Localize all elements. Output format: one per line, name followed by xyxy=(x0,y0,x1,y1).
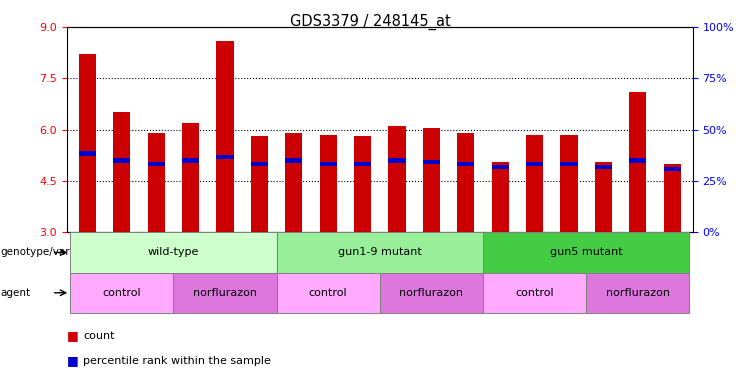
Text: norflurazon: norflurazon xyxy=(193,288,257,298)
Text: norflurazon: norflurazon xyxy=(606,288,670,298)
Text: ■: ■ xyxy=(67,329,79,343)
Bar xyxy=(216,155,233,159)
Bar xyxy=(147,133,165,232)
Bar xyxy=(319,135,336,232)
Text: count: count xyxy=(83,331,115,341)
Bar xyxy=(285,158,302,163)
Text: percentile rank within the sample: percentile rank within the sample xyxy=(83,356,271,366)
Bar xyxy=(319,162,336,166)
Bar xyxy=(182,123,199,232)
Bar xyxy=(423,128,440,232)
Bar xyxy=(595,165,612,169)
Text: wild-type: wild-type xyxy=(147,247,199,258)
Bar xyxy=(423,160,440,164)
Bar xyxy=(354,136,371,232)
Bar xyxy=(560,162,577,166)
Bar xyxy=(79,54,96,232)
Bar xyxy=(113,113,130,232)
Bar xyxy=(388,158,405,163)
Bar xyxy=(250,162,268,166)
Text: agent: agent xyxy=(0,288,30,298)
Bar xyxy=(483,273,586,313)
Bar xyxy=(457,162,474,166)
Text: GDS3379 / 248145_at: GDS3379 / 248145_at xyxy=(290,13,451,30)
Bar xyxy=(70,232,276,273)
Text: gun1-9 mutant: gun1-9 mutant xyxy=(338,247,422,258)
Bar xyxy=(483,232,689,273)
Bar xyxy=(560,135,577,232)
Bar xyxy=(173,273,276,313)
Bar xyxy=(664,167,681,171)
Text: control: control xyxy=(102,288,141,298)
Bar xyxy=(285,133,302,232)
Text: control: control xyxy=(515,288,554,298)
Bar xyxy=(354,162,371,166)
Text: ■: ■ xyxy=(67,354,79,367)
Bar xyxy=(526,162,543,166)
Bar xyxy=(629,158,646,163)
Bar xyxy=(586,273,689,313)
Bar xyxy=(147,162,165,166)
Bar xyxy=(664,164,681,232)
Bar xyxy=(250,136,268,232)
Bar xyxy=(276,232,483,273)
Bar xyxy=(276,273,379,313)
Bar xyxy=(457,133,474,232)
Bar xyxy=(526,135,543,232)
Text: norflurazon: norflurazon xyxy=(399,288,463,298)
Bar xyxy=(379,273,483,313)
Bar xyxy=(79,151,96,156)
Bar xyxy=(491,162,509,232)
Bar xyxy=(629,92,646,232)
Bar xyxy=(113,158,130,163)
Text: gun5 mutant: gun5 mutant xyxy=(550,247,622,258)
Text: control: control xyxy=(309,288,348,298)
Text: genotype/variation: genotype/variation xyxy=(0,247,99,258)
Bar xyxy=(182,158,199,163)
Bar xyxy=(388,126,405,232)
Bar xyxy=(491,165,509,169)
Bar xyxy=(595,162,612,232)
Bar xyxy=(216,41,233,232)
Bar xyxy=(70,273,173,313)
